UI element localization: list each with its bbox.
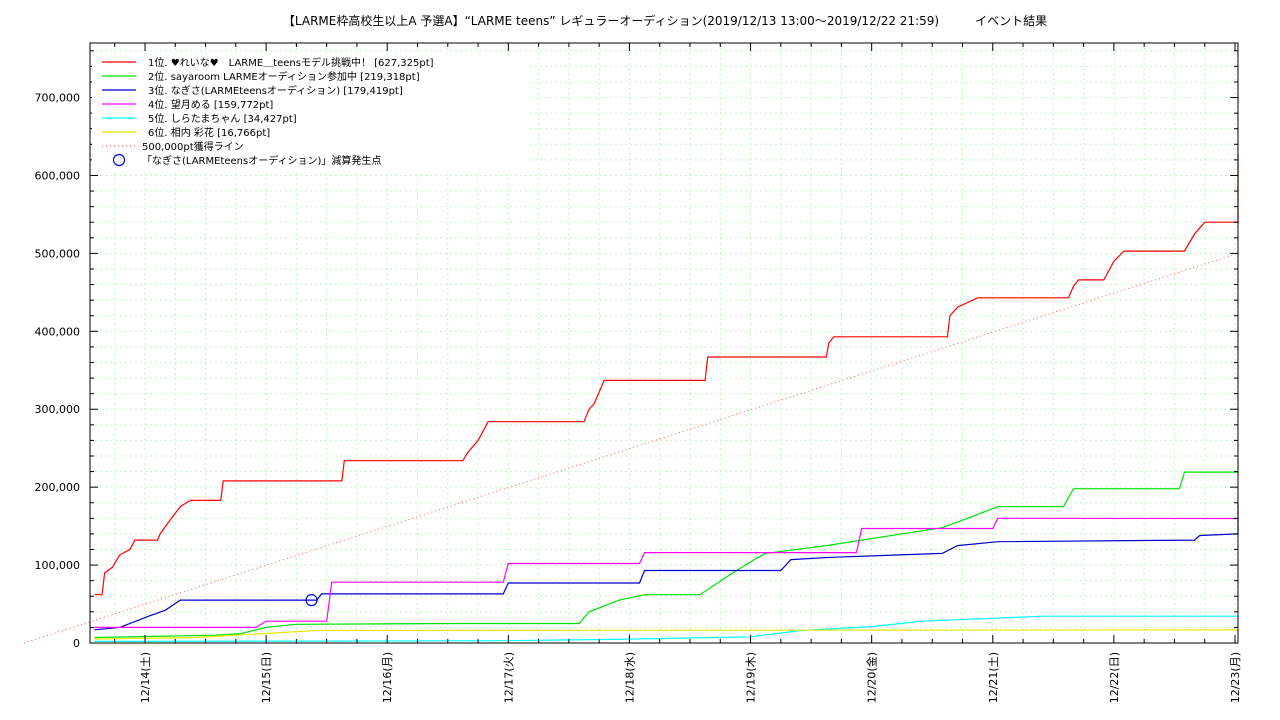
y-tick-label: 500,000: [35, 247, 81, 260]
series-line-1: [94, 154, 1239, 596]
legend-label-2: 2位. sayaroom LARMEオーディション参加中 [219,318pt]: [148, 70, 420, 83]
legend-label-6: 6位. 相内 彩花 [16,766pt]: [148, 126, 270, 139]
legend-background: [92, 54, 528, 170]
x-tick-label: 12/15(日): [260, 652, 273, 703]
legend-label-3: 3位. なぎさ(LARMEteensオーディション) [179,419pt]: [148, 84, 403, 97]
marker-group: [305, 594, 318, 607]
guide-line: [23, 252, 1239, 644]
x-tick-label: 12/22(日): [1108, 652, 1121, 703]
legend-swatch-marker: [112, 153, 126, 167]
legend-label-5: 5位. しらたまちゃん [34,427pt]: [148, 112, 297, 125]
chart-title: 【LARME枠高校生以上A 予選A】“LARME teens” レギュラーオーデ…: [283, 13, 1047, 28]
y-tick-label: 0: [73, 637, 80, 650]
series-line-3: [94, 503, 1239, 631]
y-tick-label: 300,000: [35, 403, 81, 416]
legend-label-marker: 「なぎさ(LARMEteensオーディション)」減算発生点: [142, 154, 381, 167]
x-tick-label: 12/23(月): [1229, 652, 1242, 703]
y-tick-label: 700,000: [35, 92, 81, 105]
x-tick-label: 12/21(土): [987, 652, 1000, 703]
plot-frame: [89, 42, 1239, 644]
series-line-2: [94, 471, 1238, 639]
legend-label-1: 1位. ♥れいな♥ LARME＿teensモデル挑戦中！ [627,325pt]: [148, 56, 434, 69]
x-tick-label: 12/14(土): [139, 652, 152, 703]
x-tick-label: 12/19(木): [745, 652, 758, 703]
legend: 1位. ♥れいな♥ LARME＿teensモデル挑戦中！ [627,325pt]…: [92, 54, 528, 170]
y-tick-label: 200,000: [35, 481, 81, 494]
series-line-4: [94, 517, 1239, 628]
y-tick-label: 400,000: [35, 325, 81, 338]
x-tick-label: 12/17(火): [502, 652, 515, 703]
axis-ticks: 0 100,000 200,000 300,000 400,000 500,000 600,…: [35, 43, 1242, 703]
x-tick-label: 12/20(金): [865, 652, 879, 703]
deduction-marker: [305, 594, 318, 607]
y-tick-label: 100,000: [35, 559, 81, 572]
guide-line-group: [23, 252, 1239, 644]
legend-label-4: 4位. 望月める [159,772pt]: [148, 98, 273, 111]
legend-label-guide: 500,000pt獲得ライン: [142, 140, 244, 153]
x-tick-label: 12/18(水): [623, 652, 636, 703]
x-tick-label: 12/16(月): [381, 652, 394, 703]
y-tick-label: 600,000: [35, 169, 81, 182]
